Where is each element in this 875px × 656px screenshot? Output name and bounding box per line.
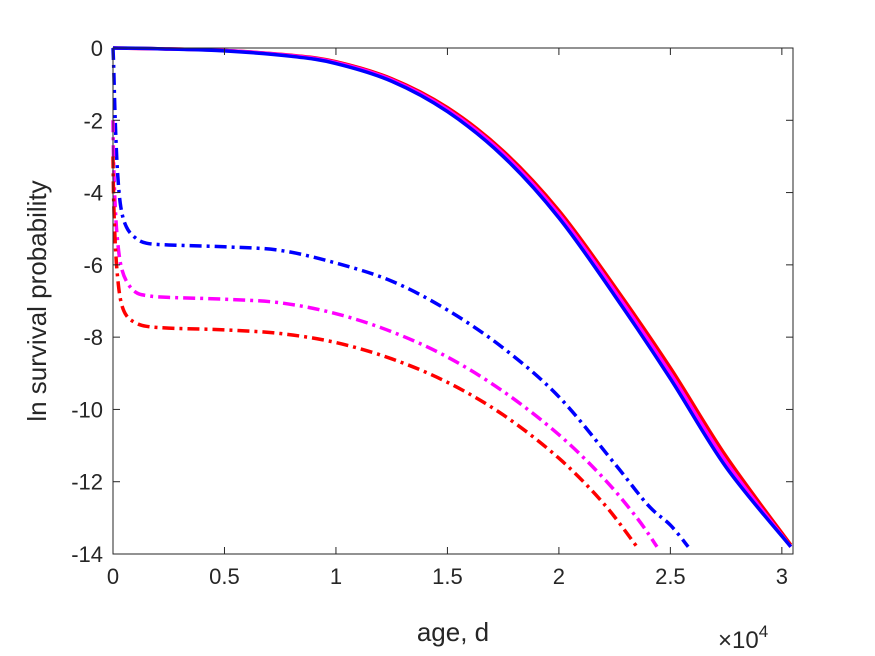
series-line-4 bbox=[111, 47, 690, 548]
series-layer bbox=[111, 46, 793, 548]
x-tick-label: 1 bbox=[330, 564, 342, 589]
y-tick-label: -6 bbox=[83, 253, 103, 278]
x-tick-label: 0.5 bbox=[209, 564, 240, 589]
y-tick-label: -4 bbox=[83, 181, 103, 206]
x-tick-label: 2 bbox=[553, 564, 565, 589]
series-line-3 bbox=[112, 46, 793, 548]
plot-frame bbox=[112, 47, 794, 555]
x-axis-exponent-power: 4 bbox=[759, 622, 768, 641]
y-tick-label: -8 bbox=[83, 325, 103, 350]
y-tick-label: -14 bbox=[71, 542, 103, 567]
y-tick-label: -10 bbox=[71, 397, 103, 422]
y-tick-label: -12 bbox=[71, 470, 103, 495]
x-axis-exponent-base: ×10 bbox=[718, 627, 759, 654]
x-axis-exponent: ×104 bbox=[718, 622, 768, 654]
x-tick-label: 2.5 bbox=[655, 564, 686, 589]
y-axis-label: ln survival probability bbox=[22, 180, 52, 421]
plot-background bbox=[113, 48, 793, 554]
x-tick-label: 3 bbox=[776, 564, 788, 589]
tick-layer: 0 0.5 1 1.5 2 2.5 3 0 -2 -4 -6 -8 -10 -12 -14 bbox=[71, 36, 793, 589]
x-axis-label: age, d bbox=[417, 617, 489, 647]
x-tick-label: 1.5 bbox=[432, 564, 463, 589]
y-tick-label: -2 bbox=[83, 108, 103, 133]
series-line-5 bbox=[111, 120, 659, 548]
series-line-6 bbox=[111, 156, 639, 548]
y-tick-label: 0 bbox=[91, 36, 103, 61]
x-tick-label: 0 bbox=[107, 564, 119, 589]
